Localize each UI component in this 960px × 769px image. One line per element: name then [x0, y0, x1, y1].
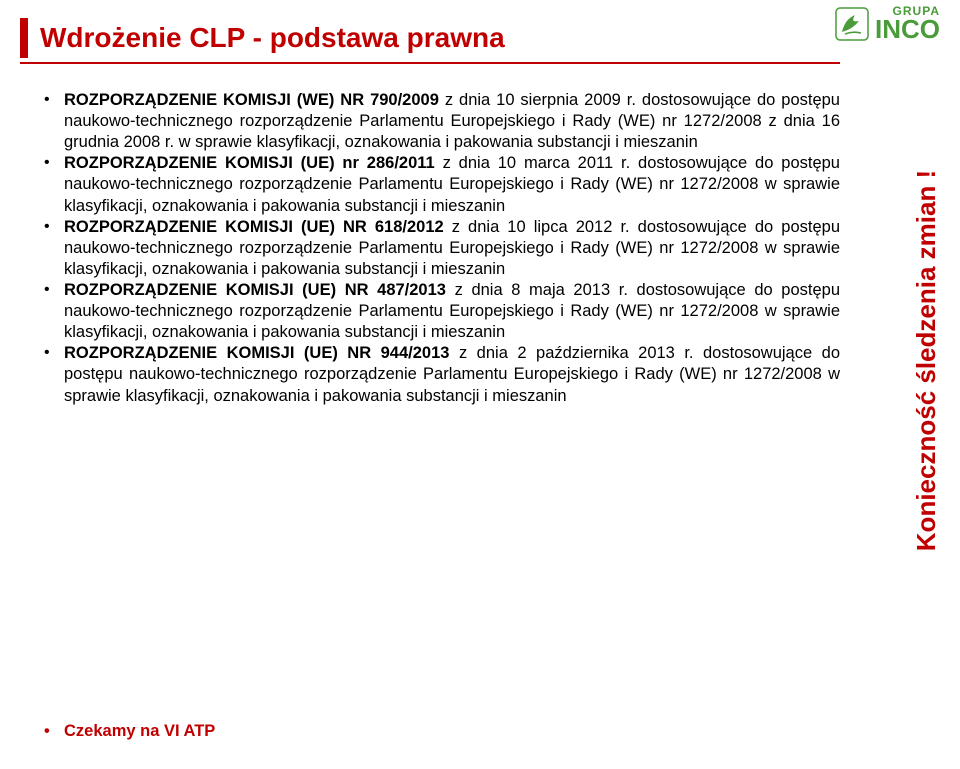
- side-label: Konieczność śledzenia zmian !: [908, 80, 946, 640]
- footer-note: Czekamy na VI ATP: [40, 722, 215, 741]
- title-bar: Wdrożenie CLP - podstawa prawna: [20, 18, 505, 58]
- side-label-text: Konieczność śledzenia zmian !: [912, 169, 943, 550]
- item-lead: ROZPORZĄDZENIE KOMISJI (UE) NR 487/2013: [64, 281, 446, 299]
- title-accent: [20, 18, 28, 58]
- logo-inco: INCO: [875, 17, 940, 42]
- bullet-list: ROZPORZĄDZENIE KOMISJI (WE) NR 790/2009 …: [40, 90, 840, 407]
- list-item: ROZPORZĄDZENIE KOMISJI (WE) NR 790/2009 …: [40, 90, 840, 153]
- leaf-icon: [835, 7, 869, 41]
- page-title: Wdrożenie CLP - podstawa prawna: [40, 22, 505, 54]
- title-underline: [20, 62, 840, 64]
- logo: GRUPA INCO: [835, 6, 940, 42]
- list-item: ROZPORZĄDZENIE KOMISJI (UE) NR 618/2012 …: [40, 217, 840, 280]
- list-item: ROZPORZĄDZENIE KOMISJI (UE) nr 286/2011 …: [40, 153, 840, 216]
- content-area: ROZPORZĄDZENIE KOMISJI (WE) NR 790/2009 …: [40, 90, 840, 407]
- item-lead: ROZPORZĄDZENIE KOMISJI (WE) NR 790/2009: [64, 91, 439, 109]
- list-item: ROZPORZĄDZENIE KOMISJI (UE) NR 487/2013 …: [40, 280, 840, 343]
- list-item: ROZPORZĄDZENIE KOMISJI (UE) NR 944/2013 …: [40, 343, 840, 406]
- item-lead: ROZPORZĄDZENIE KOMISJI (UE) NR 618/2012: [64, 218, 444, 236]
- item-lead: ROZPORZĄDZENIE KOMISJI (UE) nr 286/2011: [64, 154, 435, 172]
- logo-text: GRUPA INCO: [875, 6, 940, 42]
- item-lead: ROZPORZĄDZENIE KOMISJI (UE) NR 944/2013: [64, 344, 449, 362]
